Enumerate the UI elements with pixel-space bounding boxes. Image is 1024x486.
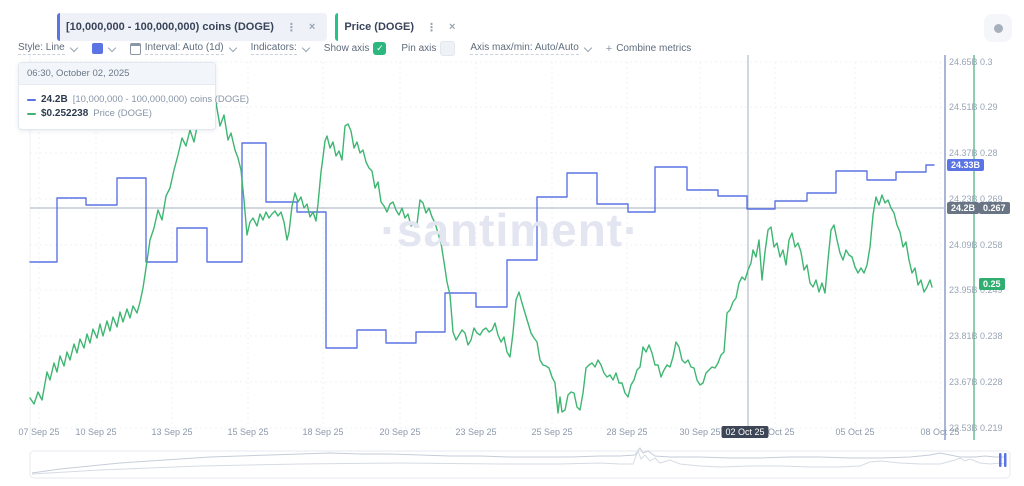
color-swatch (91, 43, 103, 54)
right-axis-tick: 0.249 (980, 285, 1003, 295)
navigator-frame (29, 450, 1011, 479)
chart-tooltip: 06:30, October 02, 2025 24.2B [10,000,00… (18, 62, 249, 130)
x-axis-tick: 08 Oct 25 (920, 427, 960, 437)
x-axis-tick: 15 Sep 25 (227, 427, 269, 437)
left-axis-tick: 24.37B (949, 148, 978, 158)
x-axis-tick: 07 Sep 25 (18, 427, 60, 437)
crosshair-value-badge: 24.2B (947, 202, 980, 214)
chevron-down-icon (301, 43, 311, 52)
right-axis-tick: 0.269 (980, 194, 1003, 204)
color-swatch-dropdown[interactable] (91, 43, 116, 54)
x-axis-tick: 05 Oct 25 (835, 427, 875, 437)
left-axis-tick: 24.65B (949, 57, 978, 67)
right-axis-tick: 0.29 (980, 102, 998, 112)
right-axis-tick: 0.258 (980, 240, 1003, 250)
tab-close-icon[interactable]: × (308, 21, 316, 33)
tab-menu-icon[interactable]: ⋮ (285, 21, 297, 34)
chevron-down-icon (228, 43, 237, 52)
left-axis-tick: 24.09B (949, 240, 978, 250)
tab-label: Price (DOGE) (344, 21, 415, 33)
right-axis-tick: 0.28 (980, 148, 998, 158)
pin-axis-checkbox[interactable] (440, 41, 456, 56)
navigator-handle[interactable] (1004, 453, 1007, 467)
left-axis-tick: 23.95B (949, 285, 978, 295)
plus-icon: + (605, 42, 613, 55)
chart-toolbar: Style: Line Interval: Auto (1d) Indicato… (18, 41, 691, 56)
x-axis-tick: 03 Oct 25 (755, 427, 795, 437)
tab-price[interactable]: Price (DOGE) ⋮ × (335, 13, 467, 41)
dot-icon (993, 23, 1003, 33)
show-axis-checkbox[interactable]: ✓ (373, 42, 387, 55)
x-axis-tick: 18 Sep 25 (302, 427, 344, 437)
series-holder-supply (29, 142, 935, 349)
right-axis-tick: 0.219 (980, 423, 1003, 433)
navigator-sparkline (31, 447, 1005, 474)
tab-close-icon[interactable]: × (449, 21, 456, 33)
chevron-down-icon (583, 43, 593, 52)
interval-dropdown[interactable]: Interval: Auto (1d) (129, 42, 237, 55)
x-axis-tick: 13 Sep 25 (151, 427, 193, 437)
right-axis-tick: 0.3 (980, 57, 993, 67)
chevron-down-icon (69, 43, 78, 52)
right-axis-tick: 0.228 (980, 377, 1003, 387)
x-axis-tick: 10 Sep 25 (75, 427, 117, 437)
left-axis-tick: 23.81B (949, 331, 978, 341)
left-axis-tick: 24.51B (949, 102, 978, 112)
series-dash-icon (27, 98, 36, 101)
tab-menu-icon[interactable]: ⋮ (426, 21, 438, 34)
tooltip-row-holder-supply: 24.2B [10,000,000 - 100,000,000) coins (… (27, 94, 249, 105)
indicators-dropdown[interactable]: Indicators: (250, 42, 311, 55)
axis-maxmin-dropdown[interactable]: Axis max/min: Auto/Auto (470, 42, 593, 55)
left-axis-tick: 23.67B (949, 377, 978, 387)
tab-label: [10,000,000 - 100,000,000) coins (DOGE) (66, 21, 274, 33)
tab-accent-bar (57, 13, 60, 41)
x-axis-tick: 30 Sep 25 (679, 427, 721, 437)
left-axis-tick: 23.53B (949, 423, 978, 433)
chevron-down-icon (107, 43, 116, 52)
series-price (29, 94, 933, 414)
pin-axis-toggle[interactable]: Pin axis (401, 41, 456, 56)
tab-accent-bar (335, 13, 339, 41)
x-axis-tick: 25 Sep 25 (531, 427, 573, 437)
right-axis-tick: 0.238 (980, 331, 1003, 341)
tooltip-row-price: $0.252238 Price (DOGE) (27, 108, 207, 119)
chart-options-button[interactable] (984, 14, 1012, 42)
tooltip-timestamp: 06:30, October 02, 2025 (19, 63, 215, 85)
combine-metrics-button[interactable]: + Combine metrics (605, 42, 692, 55)
x-axis-tick: 20 Sep 25 (379, 427, 421, 437)
last-value-badge: 0.25 (979, 278, 1005, 290)
left-axis-tick: 24.23B (949, 194, 978, 204)
crosshair-value-badge: 0.267 (979, 202, 1010, 214)
tab-holder-supply[interactable]: [10,000,000 - 100,000,000) coins (DOGE) … (57, 13, 328, 41)
metric-tabs: [10,000,000 - 100,000,000) coins (DOGE) … (57, 13, 467, 41)
crosshair-date-badge: 02 Oct 25 (721, 426, 769, 438)
calendar-icon (129, 42, 141, 55)
navigator-sparkline (31, 449, 1006, 475)
x-axis-tick: 23 Sep 25 (455, 427, 497, 437)
style-dropdown[interactable]: Style: Line (18, 42, 78, 55)
show-axis-toggle[interactable]: Show axis ✓ (324, 42, 387, 55)
last-value-badge: 24.33B (947, 159, 985, 171)
navigator-handle (999, 453, 1002, 467)
x-axis-tick: 28 Sep 25 (606, 427, 648, 437)
series-dash-icon (27, 112, 36, 115)
